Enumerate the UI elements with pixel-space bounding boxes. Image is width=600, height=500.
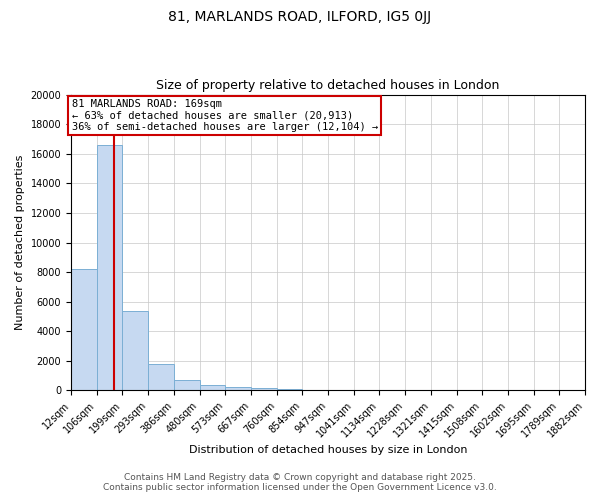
- Bar: [71, 269, 97, 390]
- X-axis label: Distribution of detached houses by size in London: Distribution of detached houses by size …: [189, 445, 467, 455]
- Y-axis label: Number of detached properties: Number of detached properties: [15, 155, 25, 330]
- Bar: [251, 388, 277, 390]
- Bar: [148, 364, 174, 390]
- Bar: [277, 389, 302, 390]
- Bar: [200, 386, 225, 390]
- Bar: [97, 145, 122, 390]
- Title: Size of property relative to detached houses in London: Size of property relative to detached ho…: [157, 79, 500, 92]
- Bar: [174, 380, 200, 390]
- Bar: [122, 310, 148, 390]
- Text: Contains HM Land Registry data © Crown copyright and database right 2025.
Contai: Contains HM Land Registry data © Crown c…: [103, 473, 497, 492]
- Text: 81 MARLANDS ROAD: 169sqm
← 63% of detached houses are smaller (20,913)
36% of se: 81 MARLANDS ROAD: 169sqm ← 63% of detach…: [71, 99, 378, 132]
- Text: 81, MARLANDS ROAD, ILFORD, IG5 0JJ: 81, MARLANDS ROAD, ILFORD, IG5 0JJ: [169, 10, 431, 24]
- Bar: [225, 387, 251, 390]
